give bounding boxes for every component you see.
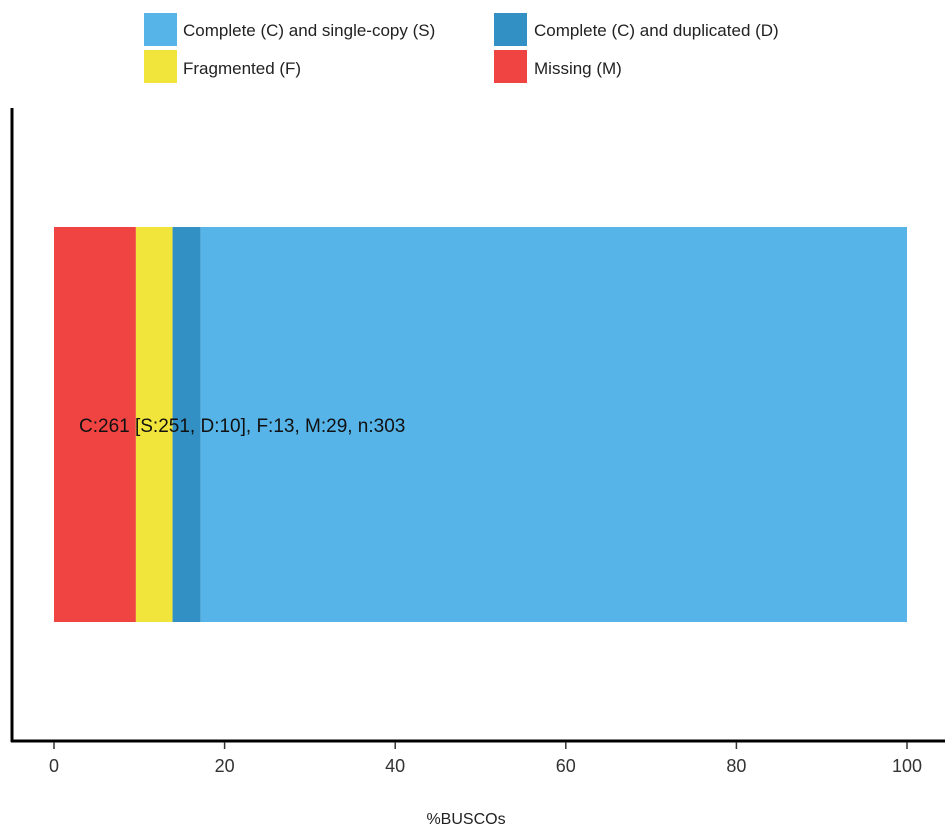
summary-annotation: C:261 [S:251, D:10], F:13, M:29, n:303 [79, 416, 405, 437]
x-tick-label-20: 20 [215, 756, 235, 776]
legend-swatch-single-copy [144, 13, 177, 46]
x-axis-ticks: 0 20 40 60 80 100 [49, 742, 922, 776]
bar-segment-missing [54, 227, 136, 622]
legend: Complete (C) and single-copy (S) Complet… [144, 13, 779, 83]
bar-segment-fragmented [135, 227, 173, 622]
x-tick-label-100: 100 [892, 756, 922, 776]
legend-swatch-fragmented [144, 50, 177, 83]
bar-segment-single-copy [200, 227, 907, 622]
legend-label-missing: Missing (M) [534, 59, 622, 78]
legend-item-single-copy: Complete (C) and single-copy (S) [144, 13, 435, 46]
legend-swatch-missing [494, 50, 527, 83]
legend-item-duplicated: Complete (C) and duplicated (D) [494, 13, 779, 46]
x-tick-label-40: 40 [385, 756, 405, 776]
bar-segment-duplicated [172, 227, 201, 622]
legend-item-missing: Missing (M) [494, 50, 622, 83]
legend-swatch-duplicated [494, 13, 527, 46]
x-axis-title: %BUSCOs [426, 811, 505, 828]
legend-item-fragmented: Fragmented (F) [144, 50, 301, 83]
x-tick-label-80: 80 [726, 756, 746, 776]
stacked-bar [54, 227, 907, 622]
legend-label-single-copy: Complete (C) and single-copy (S) [183, 21, 435, 40]
legend-label-fragmented: Fragmented (F) [183, 59, 301, 78]
legend-label-duplicated: Complete (C) and duplicated (D) [534, 21, 779, 40]
x-tick-label-60: 60 [556, 756, 576, 776]
x-tick-label-0: 0 [49, 756, 59, 776]
